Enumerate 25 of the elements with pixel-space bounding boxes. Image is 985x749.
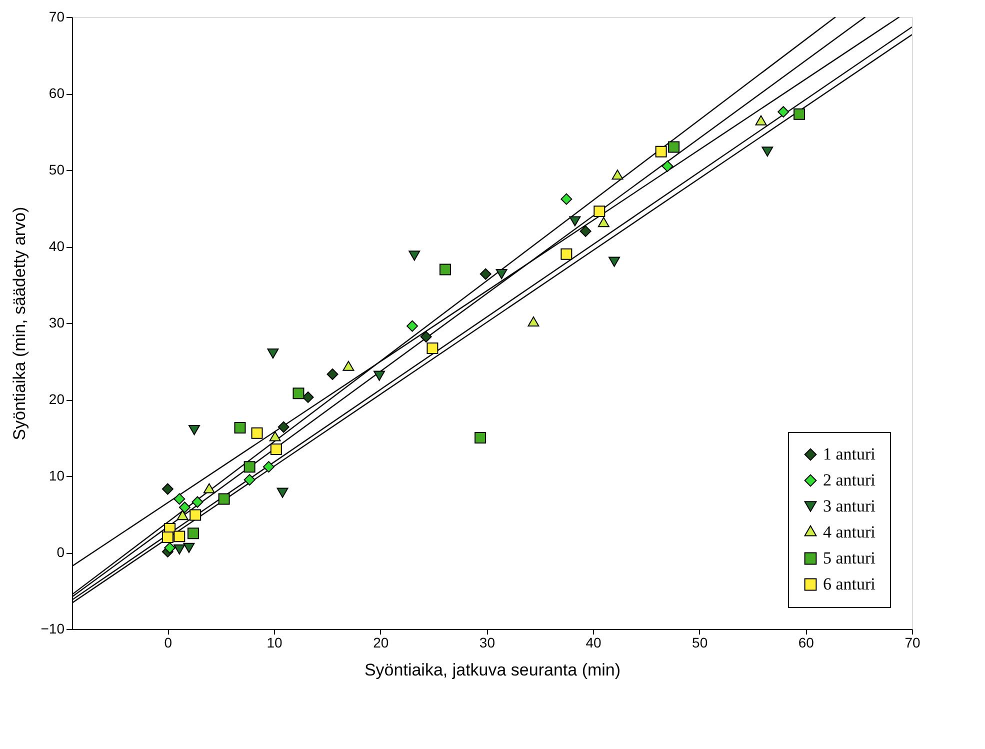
legend-label: 5 anturi: [823, 548, 876, 568]
y-axis-title: Syöntiaika (min, säädetty arvo): [10, 206, 29, 440]
legend-label: 2 anturi: [823, 470, 876, 490]
legend-label: 6 anturi: [823, 574, 876, 594]
y-tick-label: 50: [48, 162, 65, 178]
x-tick-label: 10: [266, 634, 283, 650]
legend-label: 4 anturi: [823, 522, 876, 542]
x-tick-label: 30: [479, 634, 496, 650]
y-tick-label: 20: [48, 391, 65, 407]
y-tick-label: 30: [48, 314, 65, 330]
legend-label: 3 anturi: [823, 496, 876, 516]
x-tick-label: 60: [798, 634, 814, 650]
y-tick-label: 40: [48, 238, 65, 254]
y-tick-label: 0: [56, 544, 65, 560]
x-tick-label: 40: [586, 634, 602, 650]
y-tick-label: −10: [40, 620, 65, 636]
y-tick-label: 70: [48, 8, 65, 24]
x-tick-label: 20: [373, 634, 389, 650]
y-tick-label: 60: [48, 85, 65, 101]
x-axis-title: Syöntiaika, jatkuva seuranta (min): [364, 660, 621, 680]
legend-label: 1 anturi: [823, 444, 876, 464]
x-tick-label: 70: [904, 634, 920, 650]
x-tick-label: 0: [164, 634, 172, 650]
x-tick-label: 50: [692, 634, 708, 650]
y-tick-label: 10: [48, 468, 65, 484]
